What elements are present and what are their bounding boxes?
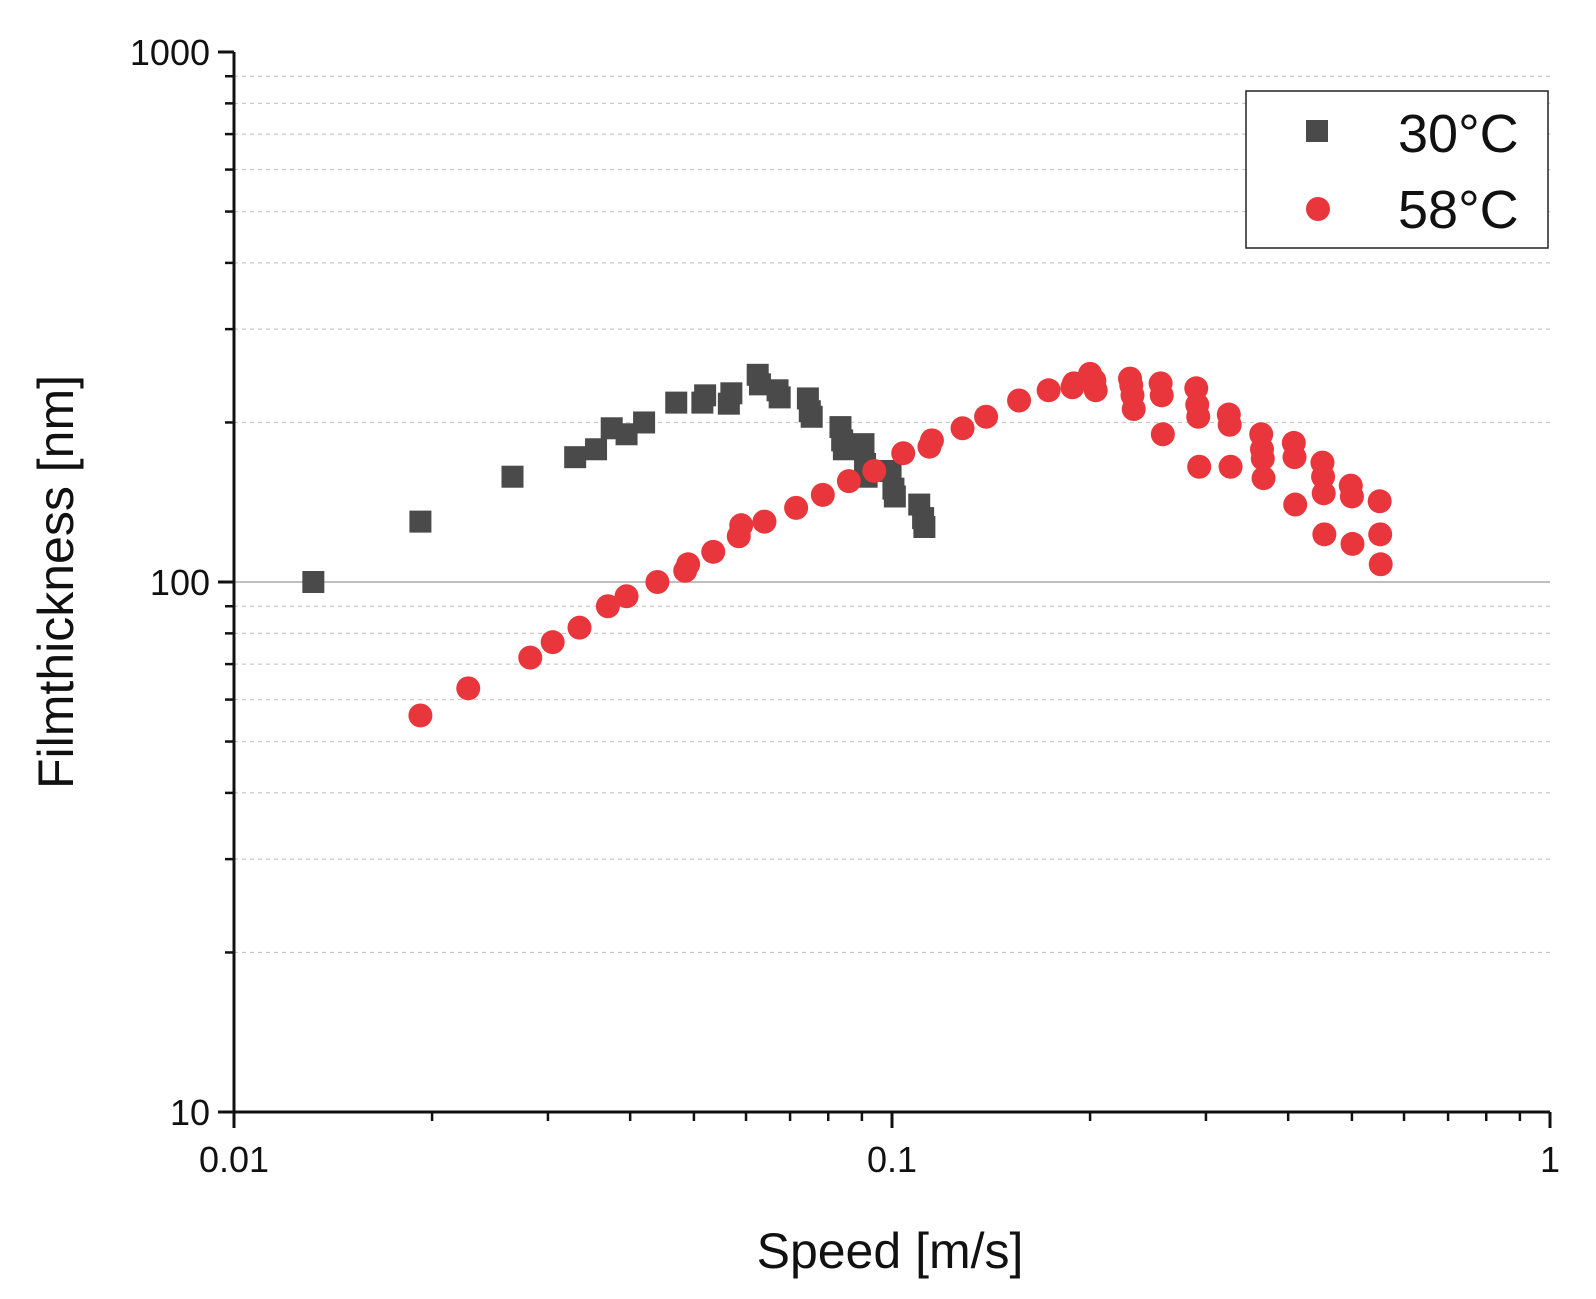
data-point-circle [1149, 383, 1174, 408]
data-point-circle [1340, 531, 1365, 556]
data-point-square [720, 382, 743, 405]
data-point-circle [456, 676, 481, 701]
data-point-circle [1312, 522, 1337, 547]
y-tick-label: 1000 [130, 32, 210, 73]
data-point-circle [1083, 378, 1108, 403]
data-point-square [800, 405, 823, 428]
data-point-circle [784, 495, 809, 520]
data-point-circle [752, 509, 777, 534]
data-point-circle [645, 570, 670, 594]
data-point-circle [1186, 404, 1211, 429]
data-point-circle [1251, 466, 1276, 491]
data-point-circle [408, 703, 433, 728]
data-point-circle [1218, 454, 1243, 479]
legend: 30°C 58°C [1245, 90, 1549, 249]
data-point-circle [974, 404, 999, 429]
data-point-square [748, 373, 771, 396]
data-point-circle [1339, 484, 1364, 509]
data-point-square [665, 391, 688, 414]
x-tick-label: 0.1 [867, 1139, 917, 1180]
data-point-circle [919, 428, 944, 453]
legend-marker-58c [1306, 197, 1330, 221]
data-point-circle [1367, 489, 1392, 514]
data-point-circle [1283, 492, 1308, 517]
x-tick-label: 1 [1540, 1139, 1560, 1180]
data-point-circle [1150, 422, 1175, 447]
data-point-circle [1007, 388, 1032, 413]
data-point-circle [1311, 481, 1336, 506]
data-point-circle [676, 552, 701, 577]
data-point-square [615, 423, 638, 446]
data-point-circle [595, 594, 620, 619]
data-point-square [409, 510, 432, 533]
y-tick-label: 10 [170, 1092, 210, 1133]
data-point-square [564, 446, 587, 469]
data-point-circle [1368, 552, 1393, 577]
data-point-circle [1250, 446, 1275, 471]
data-point-square [633, 411, 656, 434]
data-point-circle [1217, 412, 1242, 437]
data-point-square [852, 433, 875, 456]
series-30c [302, 363, 936, 593]
data-point-square [585, 438, 608, 461]
data-point-square [694, 384, 717, 407]
data-point-circle [862, 458, 887, 483]
legend-label-58c: 58°C [1398, 180, 1519, 240]
series-58c [408, 361, 1393, 728]
data-point-circle [701, 539, 726, 564]
y-axis-title: Filmthickness [nm] [28, 375, 84, 789]
data-point-circle [950, 416, 975, 441]
data-point-square [501, 465, 524, 488]
data-point-circle [729, 513, 754, 538]
data-point-circle [518, 645, 543, 670]
legend-label-30c: 30°C [1398, 104, 1519, 164]
data-point-square [302, 571, 325, 593]
data-point-square [913, 515, 936, 538]
data-points [302, 361, 1393, 728]
data-point-circle [810, 482, 835, 507]
legend-marker-30c [1306, 120, 1328, 142]
data-point-square [768, 386, 791, 409]
data-point-circle [1121, 397, 1146, 422]
data-point-square [879, 459, 902, 482]
ticks [218, 50, 1552, 1128]
data-point-circle [891, 441, 916, 466]
x-axis-title: Speed [m/s] [757, 1223, 1024, 1279]
data-point-circle [1036, 378, 1061, 403]
y-tick-label: 100 [150, 562, 210, 603]
data-point-circle [1187, 454, 1212, 479]
tick-labels: 10 100 1000 0.01 0.1 1 [130, 32, 1560, 1180]
legend-box [1245, 90, 1549, 249]
data-point-circle [614, 584, 639, 609]
data-point-circle [540, 630, 565, 655]
data-point-circle [836, 469, 861, 494]
data-point-circle [1368, 522, 1393, 547]
x-tick-label: 0.01 [199, 1139, 269, 1180]
data-point-circle [567, 615, 592, 640]
data-point-square [832, 438, 855, 461]
data-point-square [883, 485, 906, 508]
data-point-circle [1282, 445, 1307, 470]
